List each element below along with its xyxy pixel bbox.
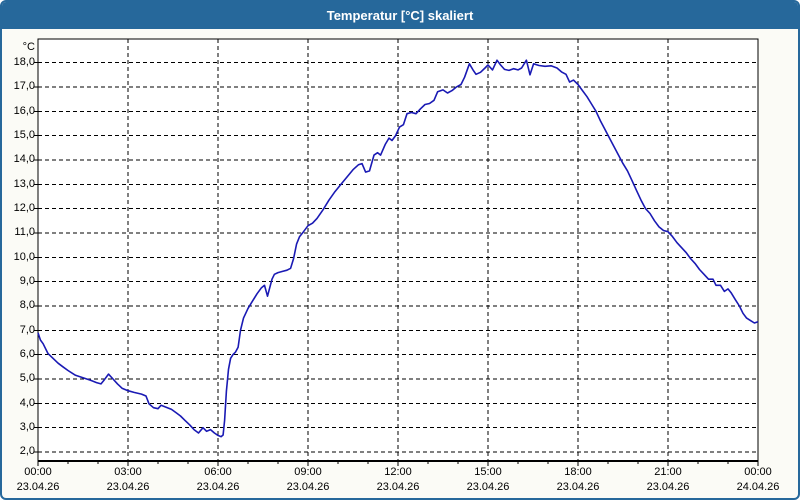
y-tick-label: 4,0 (19, 396, 35, 409)
x-tick-date-label: 23.04.26 (646, 481, 690, 493)
temperature-plot (34, 38, 759, 466)
x-tick-time-label: 03:00 (114, 466, 142, 478)
x-tick-time-label: 21:00 (654, 466, 682, 478)
x-tick-date-label: 23.04.26 (196, 481, 240, 493)
temperature-line (37, 59, 759, 438)
x-tick-date-label: 23.04.26 (556, 481, 600, 493)
y-tick-label: 5,0 (19, 372, 35, 385)
y-tick-label: 18,0 (13, 56, 35, 69)
y-tick-label: 11,0 (14, 226, 35, 239)
x-tick-time-label: 06:00 (204, 466, 232, 478)
y-tick-label: 9,0 (19, 275, 35, 288)
x-tick-date-label: 23.04.26 (286, 481, 330, 493)
y-tick-label: 2,0 (19, 445, 35, 458)
x-tick-date-label: 23.04.26 (16, 481, 60, 493)
x-tick-date-label: 23.04.26 (466, 481, 510, 493)
y-tick-label: 3,0 (19, 421, 35, 434)
y-tick-label: 14,0 (13, 153, 35, 166)
window-title: Temperatur [°C] skaliert (326, 8, 474, 23)
x-tick-date-label: 23.04.26 (106, 481, 150, 493)
x-tick-date-label: 24.04.26 (736, 481, 780, 493)
y-tick-label: 13,0 (13, 177, 35, 190)
y-tick-label: 17,0 (13, 80, 35, 93)
y-tick-label: 6,0 (19, 348, 35, 361)
x-tick-date-label: 23.04.26 (376, 481, 420, 493)
chart-area: °C 2,0 3,0 4,0 5,0 6,0 7,0 8,0 9,0 10,0 11,0 12,0 1… (2, 29, 798, 498)
x-tick-time-label: 00:00 (744, 466, 772, 478)
y-tick-label: 10,0 (13, 250, 35, 263)
y-tick-label: 16,0 (13, 104, 35, 117)
y-tick-label: 7,0 (19, 323, 35, 336)
y-axis-unit-label: °C (22, 41, 35, 53)
x-tick-time-label: 12:00 (384, 466, 412, 478)
x-tick-time-label: 00:00 (24, 466, 52, 478)
y-tick-label: 15,0 (13, 129, 35, 142)
x-tick-time-label: 18:00 (564, 466, 592, 478)
x-tick-time-label: 09:00 (294, 466, 322, 478)
y-tick-label: 12,0 (13, 202, 35, 215)
title-bar[interactable]: Temperatur [°C] skaliert (2, 2, 798, 29)
y-tick-label: 8,0 (19, 299, 35, 312)
x-tick-time-label: 15:00 (474, 466, 502, 478)
